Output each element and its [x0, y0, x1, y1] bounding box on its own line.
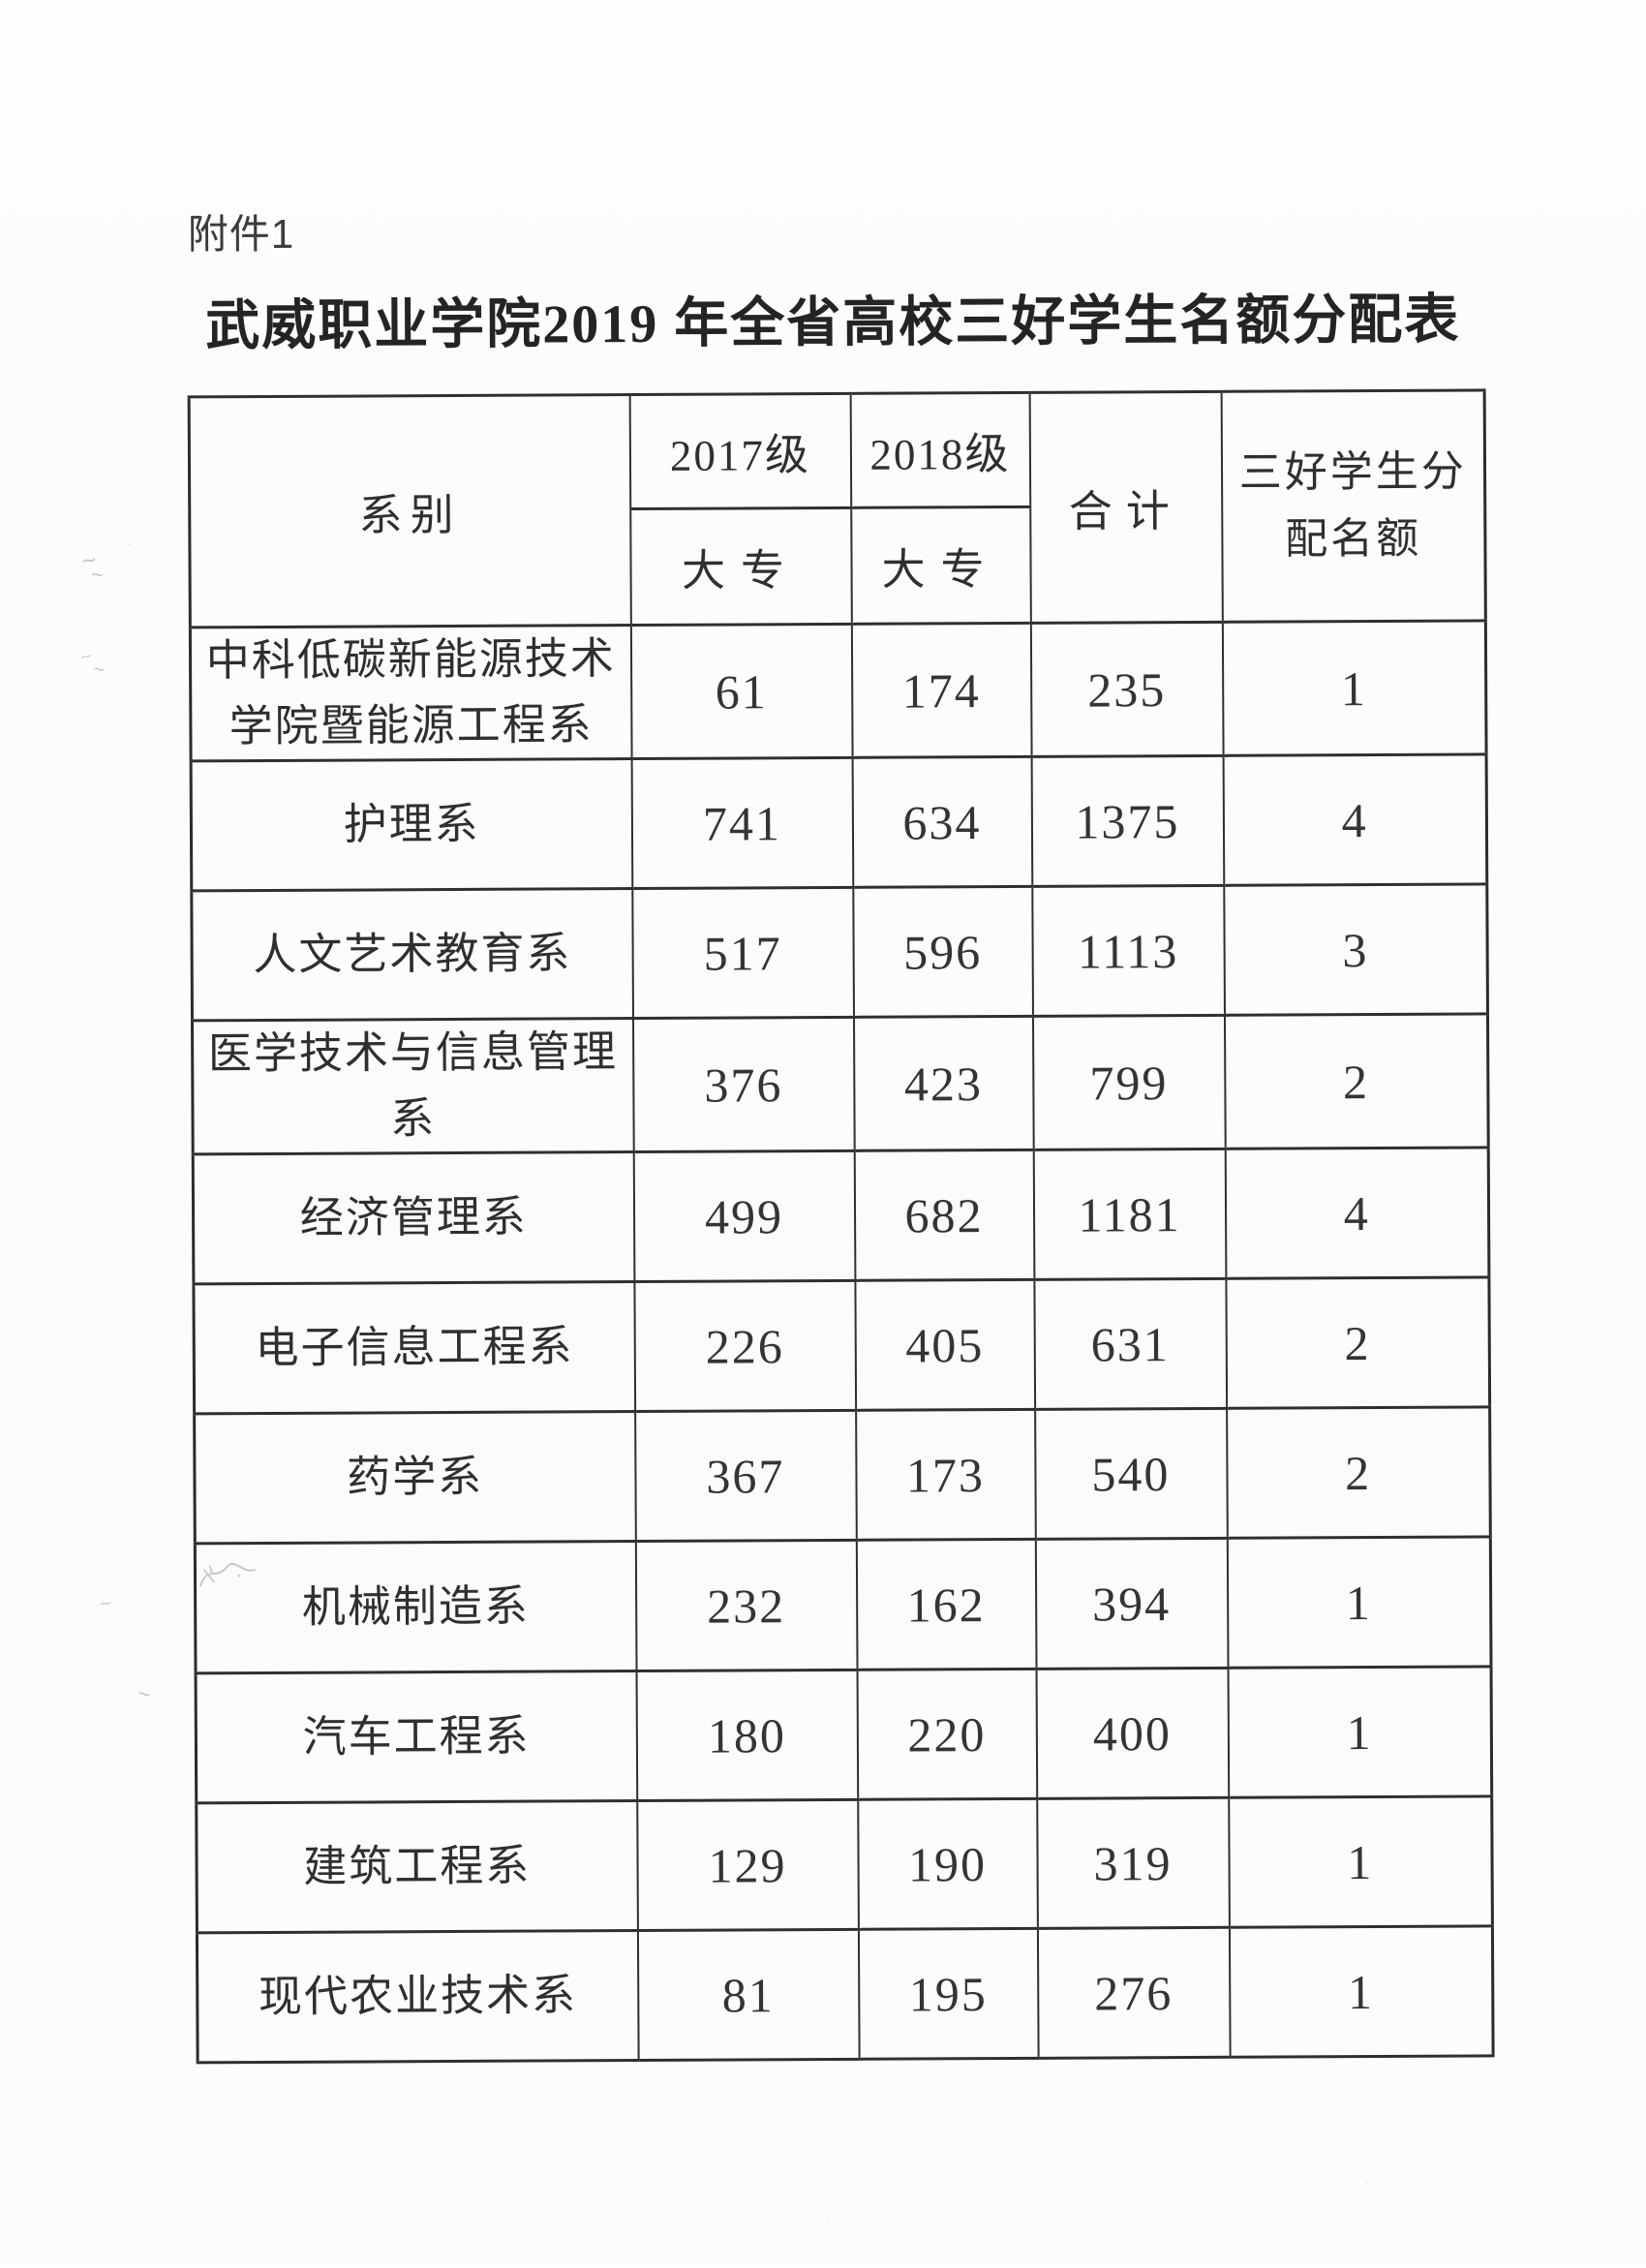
grade-2017-cell: 517 — [631, 887, 854, 1019]
quota-cell: 2 — [1226, 1406, 1491, 1539]
scan-speck: . — [825, 2209, 830, 2223]
grade-2018-cell: 173 — [855, 1409, 1036, 1541]
grade-2018-cell: 634 — [852, 756, 1032, 888]
attachment-label: 附件1 — [187, 210, 295, 258]
grade-2018-cell: 405 — [854, 1279, 1035, 1411]
department-cell: 护理系 — [191, 758, 632, 891]
quota-table-wrap: 系别 2017级 2018级 合计 三好学生分配名额 大专 大专 中科低碳新能源… — [187, 388, 1495, 2065]
table-row: 电子信息工程系 226 405 631 2 — [193, 1276, 1490, 1414]
header-total: 合计 — [1029, 391, 1223, 624]
department-cell: 药学系 — [194, 1411, 636, 1544]
table-row: 汽车工程系 180 220 400 1 — [196, 1666, 1492, 1803]
scan-speck: ~ — [78, 546, 99, 573]
total-cell: 1375 — [1031, 755, 1224, 887]
table-row: 经济管理系 499 682 1181 4 — [193, 1147, 1489, 1284]
total-cell: 235 — [1030, 622, 1224, 757]
table-row: 机械制造系 232 162 394 1 — [195, 1536, 1492, 1673]
header-grade-2017: 2017级 — [629, 393, 851, 509]
total-cell: 400 — [1036, 1668, 1229, 1799]
grade-2018-cell: 596 — [852, 886, 1033, 1018]
scan-speck: . — [1365, 2174, 1369, 2188]
department-cell: 医学技术与信息管理系 — [192, 1018, 634, 1154]
table-row: 建筑工程系 129 190 319 1 — [196, 1795, 1493, 1933]
department-cell: 现代农业技术系 — [197, 1930, 639, 2063]
quota-cell: 1 — [1228, 1795, 1493, 1928]
header-department: 系别 — [189, 394, 631, 628]
department-cell: 人文艺术教育系 — [191, 888, 633, 1021]
quota-cell: 2 — [1225, 1276, 1490, 1409]
quota-cell: 1 — [1222, 620, 1487, 756]
grade-2018-cell: 162 — [856, 1539, 1037, 1670]
grade-2017-cell: 81 — [637, 1929, 860, 2061]
scan-speck: ~ — [89, 565, 106, 586]
quota-cell: 1 — [1228, 1666, 1492, 1798]
grade-2017-cell: 741 — [631, 757, 853, 889]
total-cell: 799 — [1032, 1015, 1226, 1150]
header-sub-2018: 大专 — [850, 506, 1031, 625]
grade-2017-cell: 180 — [636, 1670, 858, 1801]
table-header: 系别 2017级 2018级 合计 三好学生分配名额 大专 大专 — [189, 389, 1486, 628]
quota-cell: 4 — [1223, 753, 1487, 886]
total-cell: 276 — [1037, 1927, 1231, 2059]
grade-2017-cell: 376 — [632, 1017, 855, 1152]
page-title: 武威职业学院2019 年全省高校三好学生名额分配表 — [205, 290, 1461, 357]
total-cell: 319 — [1036, 1797, 1230, 1929]
department-cell: 中科低碳新能源技术学院暨能源工程系 — [190, 625, 632, 761]
scan-speck: ~ — [135, 1683, 153, 1705]
total-cell: 540 — [1034, 1408, 1228, 1540]
grade-2018-cell: 195 — [858, 1928, 1039, 2060]
grade-2018-cell: 190 — [857, 1798, 1038, 1930]
scan-speck: . — [127, 534, 132, 548]
total-cell: 631 — [1033, 1278, 1227, 1410]
department-cell: 机械制造系 — [195, 1541, 637, 1673]
scan-speck: ~ — [76, 645, 95, 667]
table-row: 人文艺术教育系 517 596 1113 3 — [191, 883, 1488, 1021]
table-row: 医学技术与信息管理系 376 423 799 2 — [192, 1013, 1489, 1154]
grade-2017-cell: 232 — [635, 1540, 858, 1671]
table-row: 中科低碳新能源技术学院暨能源工程系 61 174 235 1 — [190, 620, 1487, 761]
grade-2017-cell: 367 — [634, 1410, 857, 1542]
scan-speck: ~ — [91, 659, 107, 679]
department-cell: 经济管理系 — [193, 1151, 634, 1284]
header-sub-2017: 大专 — [629, 507, 852, 626]
scan-speck: ~ — [98, 1593, 113, 1613]
quota-cell: 4 — [1225, 1147, 1489, 1279]
table-row: 现代农业技术系 81 195 276 1 — [197, 1925, 1494, 2063]
department-cell: 电子信息工程系 — [193, 1281, 635, 1414]
table-body: 中科低碳新能源技术学院暨能源工程系 61 174 235 1 护理系 741 6… — [190, 620, 1494, 2063]
grade-2018-cell: 423 — [853, 1016, 1034, 1151]
grade-2018-cell: 174 — [851, 623, 1032, 758]
grade-2017-cell: 499 — [633, 1150, 855, 1282]
quota-table: 系别 2017级 2018级 合计 三好学生分配名额 大专 大专 中科低碳新能源… — [187, 388, 1495, 2065]
total-cell: 394 — [1035, 1538, 1229, 1670]
header-quota: 三好学生分配名额 — [1221, 389, 1486, 623]
department-cell: 建筑工程系 — [196, 1800, 638, 1933]
total-cell: 1113 — [1031, 885, 1225, 1017]
table-row: 护理系 741 634 1375 4 — [191, 753, 1487, 891]
grade-2017-cell: 129 — [636, 1799, 859, 1931]
header-grade-2018: 2018级 — [850, 392, 1030, 508]
quota-cell: 1 — [1229, 1925, 1494, 2058]
department-cell: 汽车工程系 — [196, 1670, 637, 1803]
grade-2017-cell: 226 — [633, 1280, 856, 1412]
grade-2018-cell: 682 — [854, 1149, 1034, 1281]
grade-2017-cell: 61 — [630, 624, 853, 759]
grade-2018-cell: 220 — [857, 1669, 1037, 1800]
table-row: 药学系 367 173 540 2 — [194, 1406, 1491, 1544]
total-cell: 1181 — [1033, 1149, 1226, 1280]
quota-cell: 3 — [1223, 883, 1488, 1016]
quota-cell: 1 — [1227, 1536, 1492, 1669]
quota-cell: 2 — [1224, 1013, 1489, 1149]
